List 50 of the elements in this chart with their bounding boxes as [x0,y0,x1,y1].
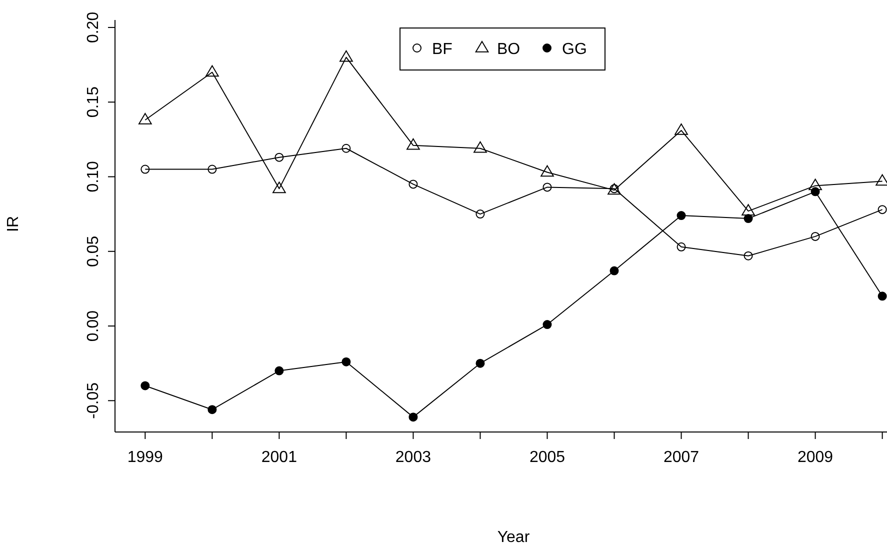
point [140,164,150,174]
x-tick-label: 2009 [798,449,834,466]
point [676,242,686,252]
point [810,187,820,196]
point [878,205,887,214]
y-tick-label: -0.05 [85,382,102,419]
point [540,165,554,177]
y-tick-label: 0.00 [85,310,102,342]
point [742,204,755,216]
point [272,182,286,194]
point [406,138,420,150]
point [208,164,217,174]
point [542,320,552,330]
point [274,152,284,162]
point [476,358,485,368]
point [744,251,753,260]
point [808,178,822,190]
x-tick-label: 2007 [663,449,700,466]
y-tick-label: 0.20 [85,12,102,44]
x-tick-label: 2001 [261,449,298,466]
point [205,65,219,77]
point [342,144,351,153]
point [878,292,887,301]
point [140,381,150,390]
x-tick-label: 1999 [127,449,164,466]
point [810,232,820,241]
point [408,412,418,422]
x-axis-title: Year [497,529,530,546]
point [676,211,686,220]
legend-label: BO [497,41,520,58]
y-tick-label: 0.05 [85,236,102,267]
y-tick-label: 0.10 [85,161,102,192]
y-axis-title: IR [5,216,22,232]
legend-label: BF [432,41,453,58]
legend-label: GG [562,41,587,58]
point [474,141,487,153]
point [274,366,284,376]
point [610,266,619,276]
point [408,180,418,189]
y-tick-label: 0.15 [85,86,102,118]
point [138,113,152,124]
point [674,123,688,135]
point [542,182,552,192]
x-tick-label: 2003 [395,449,432,466]
point [208,405,217,414]
point [342,357,351,366]
point [340,50,353,62]
x-tick-label: 2005 [529,449,566,466]
point [744,214,753,224]
point [476,210,485,219]
